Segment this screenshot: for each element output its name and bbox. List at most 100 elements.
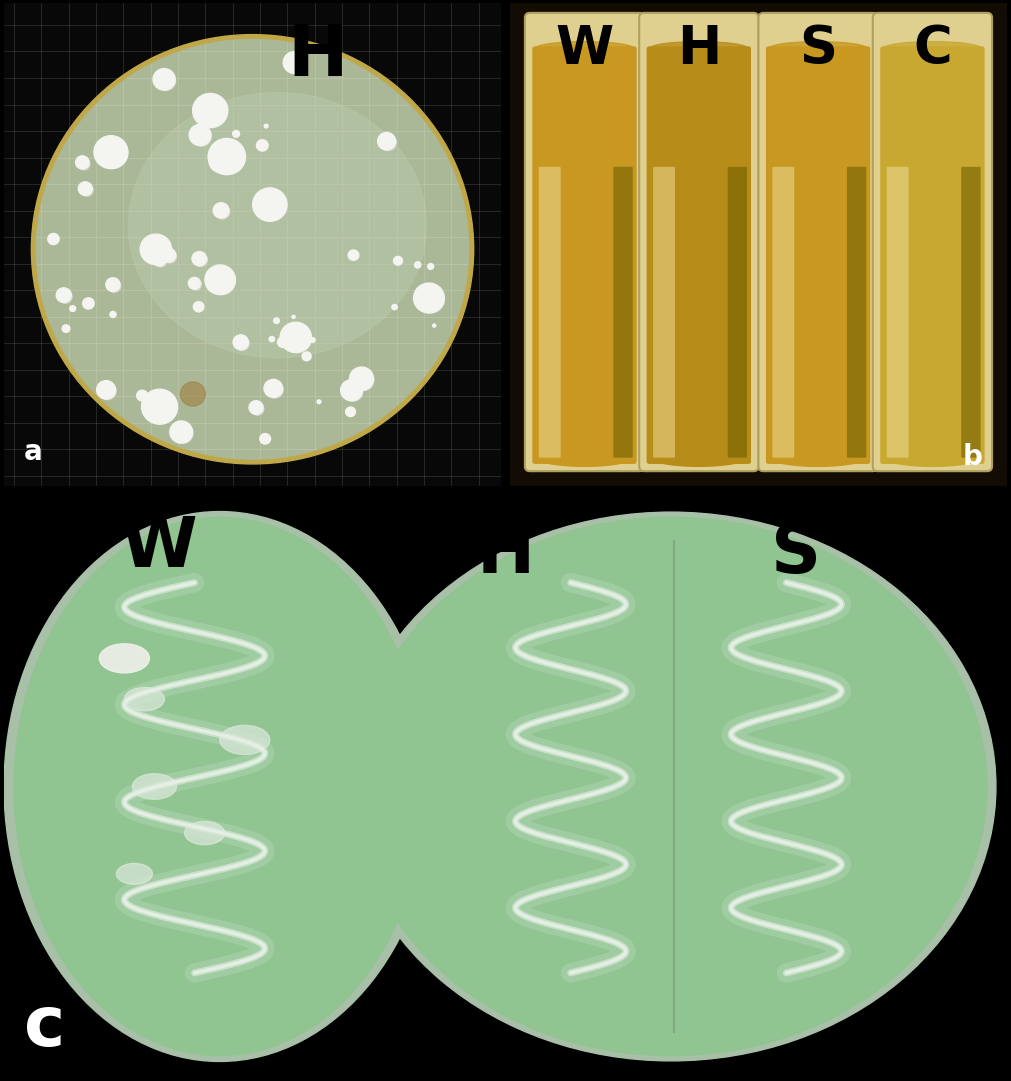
Bar <box>656 768 694 789</box>
Bar <box>431 898 468 921</box>
Bar <box>365 1029 403 1052</box>
Circle shape <box>225 156 232 161</box>
Bar <box>4 898 42 921</box>
Bar <box>475 1029 514 1052</box>
Bar <box>521 715 559 737</box>
Bar <box>701 689 739 711</box>
Circle shape <box>155 255 167 267</box>
Bar <box>927 479 964 502</box>
Bar <box>611 532 649 553</box>
Bar <box>792 637 829 658</box>
Bar <box>140 689 178 711</box>
Bar <box>385 924 424 947</box>
Bar <box>140 872 178 894</box>
Bar <box>972 479 1010 502</box>
Bar <box>972 505 1010 528</box>
Bar <box>185 637 222 658</box>
Bar <box>927 505 964 528</box>
Bar <box>882 558 920 579</box>
Bar <box>701 479 739 502</box>
Bar <box>475 610 514 632</box>
FancyBboxPatch shape <box>647 46 751 464</box>
Bar <box>385 505 424 528</box>
Bar <box>185 715 222 737</box>
Bar <box>50 689 87 711</box>
Bar <box>185 505 222 528</box>
Circle shape <box>161 248 176 263</box>
Bar <box>50 898 87 921</box>
Text: C: C <box>913 23 951 75</box>
Bar <box>140 793 178 816</box>
Circle shape <box>48 233 60 244</box>
Bar <box>927 637 964 658</box>
Bar <box>792 977 829 999</box>
Bar <box>475 663 514 684</box>
Bar <box>882 637 920 658</box>
Bar <box>566 872 604 894</box>
Bar <box>656 584 694 606</box>
Ellipse shape <box>883 41 982 56</box>
Bar <box>4 505 42 528</box>
Bar <box>701 610 739 632</box>
Bar <box>4 924 42 947</box>
Bar <box>410 846 448 868</box>
Bar <box>50 715 87 737</box>
Bar <box>319 793 358 816</box>
Bar <box>385 768 424 789</box>
Bar <box>475 532 514 553</box>
Bar <box>275 742 313 763</box>
Bar <box>882 977 920 999</box>
Bar <box>701 505 739 528</box>
Bar <box>365 793 403 816</box>
Bar <box>836 898 875 921</box>
Ellipse shape <box>768 448 867 466</box>
FancyBboxPatch shape <box>533 46 637 464</box>
Bar <box>927 610 964 632</box>
Bar <box>475 479 514 502</box>
Bar <box>4 715 42 737</box>
Bar <box>94 977 132 999</box>
Bar <box>4 768 42 789</box>
Bar <box>385 532 424 553</box>
Bar <box>611 689 649 711</box>
Bar <box>4 846 42 868</box>
Bar <box>410 479 448 502</box>
Bar <box>94 819 132 842</box>
Circle shape <box>167 82 170 85</box>
Bar <box>385 715 424 737</box>
FancyBboxPatch shape <box>539 166 561 457</box>
Circle shape <box>194 254 207 267</box>
Bar <box>836 532 875 553</box>
Bar <box>792 558 829 579</box>
Bar <box>701 637 739 658</box>
Circle shape <box>205 265 236 295</box>
Bar <box>836 951 875 973</box>
Bar <box>972 977 1010 999</box>
Circle shape <box>83 298 94 309</box>
FancyBboxPatch shape <box>653 166 675 457</box>
Bar <box>410 768 448 789</box>
Bar <box>972 898 1010 921</box>
Circle shape <box>292 316 295 319</box>
Circle shape <box>380 135 396 150</box>
Bar <box>365 924 403 947</box>
Bar <box>792 584 829 606</box>
Bar <box>701 924 739 947</box>
Bar <box>792 479 829 502</box>
Ellipse shape <box>128 93 427 358</box>
Bar <box>410 872 448 894</box>
Circle shape <box>110 311 116 318</box>
Bar <box>410 951 448 973</box>
Bar <box>94 610 132 632</box>
Bar <box>792 532 829 553</box>
Bar <box>385 819 424 842</box>
Bar <box>319 846 358 868</box>
Bar <box>521 846 559 868</box>
Bar <box>701 715 739 737</box>
FancyBboxPatch shape <box>639 13 758 471</box>
Bar <box>746 637 785 658</box>
Circle shape <box>211 152 233 173</box>
Circle shape <box>343 383 363 401</box>
Bar <box>701 819 739 842</box>
Bar <box>385 742 424 763</box>
